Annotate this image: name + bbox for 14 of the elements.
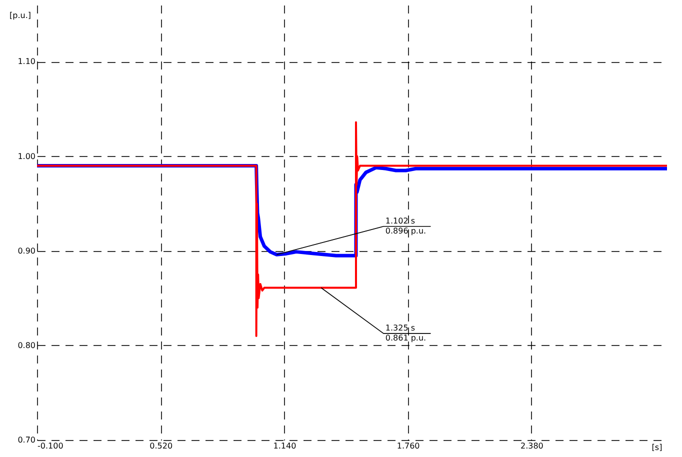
x-axis-title: [s] (652, 443, 662, 452)
y-tick-label: 0.80 (18, 340, 36, 350)
annotation: 1.325 s 0.861 p.u. (385, 323, 426, 342)
x-tick-label: -0.100 (38, 442, 64, 450)
x-tick-label: 0.520 (150, 442, 173, 450)
y-tick-label: 1.10 (18, 57, 36, 66)
x-tick-label: 1.140 (273, 442, 296, 450)
y-axis-title: [p.u.] (10, 11, 31, 20)
x-tick-label: 1.760 (396, 442, 420, 450)
y-tick-label: 1.00 (18, 152, 36, 161)
annotation: 1.102 s 0.896 p.u. (385, 216, 426, 236)
y-tick-label: 0.70 (18, 436, 36, 444)
x-tick-label: 2.380 (520, 442, 544, 450)
y-tick-label: 0.90 (18, 246, 36, 256)
